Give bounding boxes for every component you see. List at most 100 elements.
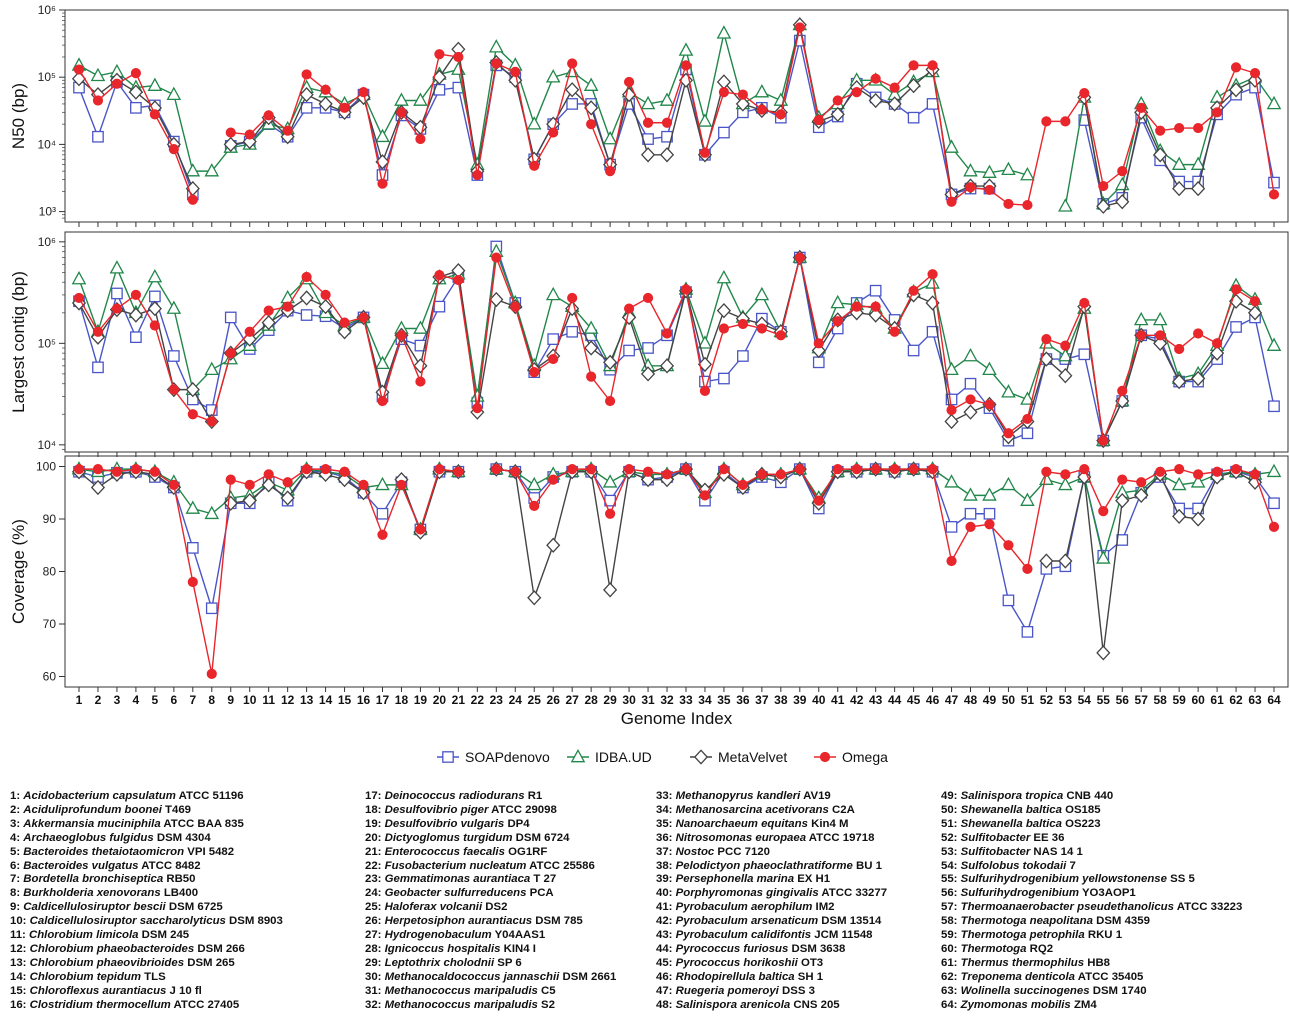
genome-key-item: 17: Deinococcus radiodurans R1 bbox=[365, 790, 616, 804]
data-point bbox=[889, 82, 900, 93]
genome-key-item: 50: Shewanella baltica OS185 bbox=[941, 804, 1242, 818]
data-point bbox=[547, 333, 560, 345]
genome-key-item: 2: Aciduliprofundum boonei T469 bbox=[10, 804, 283, 818]
genome-species: Methanococcus maripaludis bbox=[384, 998, 538, 1011]
genome-strain: ATCC 19718 bbox=[806, 831, 875, 844]
data-point bbox=[472, 169, 483, 181]
genome-strain: ZM4 bbox=[1070, 998, 1097, 1011]
data-point bbox=[982, 361, 997, 376]
genome-strain: OT3 bbox=[797, 956, 824, 969]
y-tick-label: 10⁵ bbox=[38, 336, 56, 350]
data-point bbox=[1172, 180, 1187, 197]
data-point bbox=[737, 89, 748, 100]
series-omega bbox=[73, 22, 1280, 211]
data-point bbox=[1210, 345, 1225, 361]
data-point bbox=[396, 330, 407, 341]
x-tick-label: 15 bbox=[338, 693, 352, 707]
legend-entry-omega: Omega bbox=[814, 749, 888, 765]
data-point bbox=[1174, 464, 1185, 475]
data-point bbox=[168, 384, 179, 395]
data-point bbox=[623, 76, 635, 88]
x-tick-label: 25 bbox=[528, 693, 542, 707]
x-tick-label: 19 bbox=[414, 693, 428, 707]
data-point bbox=[1174, 122, 1185, 134]
genome-index: 14: bbox=[10, 970, 30, 983]
data-point bbox=[1001, 476, 1016, 491]
data-point bbox=[1193, 328, 1204, 339]
genome-species: Thermotoga neapolitana bbox=[960, 915, 1093, 928]
x-tick-label: 47 bbox=[945, 693, 959, 707]
x-tick-label: 54 bbox=[1078, 693, 1092, 707]
genome-index: 58: bbox=[941, 915, 961, 928]
x-tick-label: 40 bbox=[812, 693, 826, 707]
data-point bbox=[1003, 198, 1014, 210]
genome-strain: ATCC 25586 bbox=[526, 859, 595, 872]
data-point bbox=[870, 464, 881, 475]
genome-strain: T 27 bbox=[530, 873, 557, 886]
data-point bbox=[111, 78, 123, 89]
data-point bbox=[1077, 469, 1092, 485]
data-point bbox=[433, 300, 446, 313]
data-point bbox=[166, 300, 182, 314]
data-point bbox=[1058, 198, 1073, 212]
data-point bbox=[545, 286, 561, 301]
data-point bbox=[73, 292, 85, 304]
data-point bbox=[1078, 348, 1091, 361]
genome-species: Acidobacterium capsulatum bbox=[23, 790, 176, 802]
data-point bbox=[830, 106, 845, 123]
genome-index: 50: bbox=[941, 803, 961, 816]
data-point bbox=[187, 409, 198, 420]
data-point bbox=[1058, 553, 1073, 569]
genome-index: 47: bbox=[656, 984, 676, 997]
genome-key-item: 46: Rhodopirellula baltica SH 1 bbox=[656, 971, 887, 985]
data-point bbox=[545, 69, 561, 83]
data-point bbox=[1098, 506, 1109, 517]
genome-key-item: 11: Chlorobium limicola DSM 245 bbox=[10, 929, 283, 943]
genome-key-item: 44: Pyrococcus furiosus DSM 3638 bbox=[656, 943, 887, 957]
data-point bbox=[147, 77, 163, 91]
genome-species: Clostridium thermocellum bbox=[29, 998, 171, 1011]
data-point bbox=[982, 164, 997, 178]
genome-strain: DSM 4359 bbox=[1092, 915, 1150, 928]
x-tick-label: 61 bbox=[1210, 693, 1224, 707]
genome-key-item: 31: Methanococcus maripaludis C5 bbox=[365, 985, 616, 999]
data-point bbox=[1001, 384, 1016, 398]
data-point bbox=[529, 160, 540, 171]
data-point bbox=[263, 110, 274, 121]
genome-key-item: 15: Chloroflexus aurantiacus J 10 fl bbox=[10, 985, 283, 999]
x-tick-label: 33 bbox=[679, 693, 693, 707]
data-point bbox=[584, 100, 599, 116]
panel-2: 10⁴ 10⁵ 10⁶ Largest contig (bp) bbox=[9, 231, 1289, 457]
genome-index: 37: bbox=[656, 845, 676, 858]
genome-species: Chloroflexus aurantiacus bbox=[29, 984, 167, 997]
genome-species: Chlorobium phaeovibrioides bbox=[29, 956, 185, 969]
data-point bbox=[375, 476, 390, 491]
genome-key-item: 14: Chlorobium tepidum TLS bbox=[10, 971, 283, 985]
data-point bbox=[567, 464, 578, 475]
legend-label: SOAPdenovo bbox=[465, 749, 550, 765]
data-point bbox=[567, 58, 578, 69]
genome-strain: OG1RF bbox=[504, 845, 548, 858]
data-point bbox=[813, 338, 824, 349]
genome-key-item: 30: Methanocaldococcus jannaschii DSM 26… bbox=[365, 971, 616, 985]
data-point bbox=[377, 395, 388, 407]
data-point bbox=[167, 350, 180, 362]
data-point bbox=[718, 87, 730, 98]
genome-key-item: 54: Sulfolobus tokodaii 7 bbox=[941, 860, 1242, 874]
data-point bbox=[605, 508, 616, 519]
genome-species: Chlorobium phaeobacteroides bbox=[29, 942, 195, 955]
data-point bbox=[1098, 435, 1109, 446]
series-soapdenovo bbox=[73, 240, 1280, 447]
data-point bbox=[413, 119, 428, 135]
genome-index: 55: bbox=[941, 873, 961, 886]
series-line bbox=[1046, 470, 1256, 653]
data-point bbox=[697, 335, 713, 349]
genome-species: Desulfovibrio vulgaris bbox=[384, 817, 505, 830]
data-point bbox=[510, 301, 521, 312]
genome-index: 31: bbox=[365, 984, 385, 997]
genome-index: 2: bbox=[10, 803, 24, 816]
data-point bbox=[472, 403, 483, 414]
genome-strain: NAS 14 1 bbox=[1030, 845, 1083, 858]
genome-index: 46: bbox=[656, 970, 676, 983]
data-point bbox=[832, 95, 843, 106]
